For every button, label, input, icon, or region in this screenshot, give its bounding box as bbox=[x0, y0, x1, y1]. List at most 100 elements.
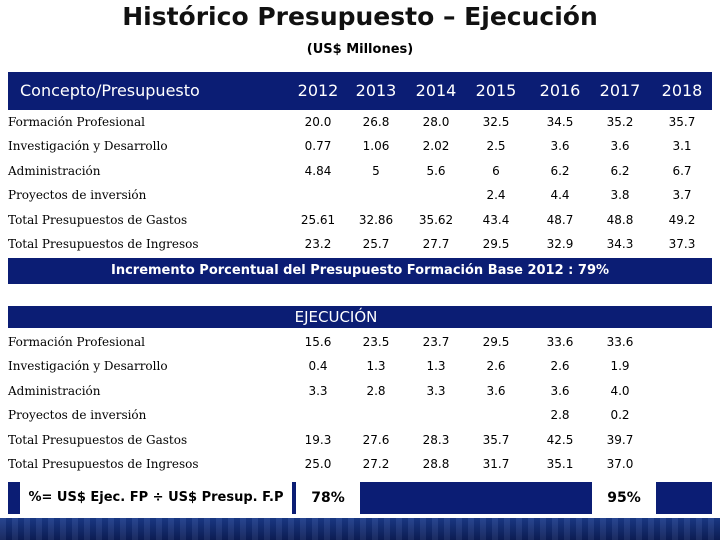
presupuesto-cell: 3.6 bbox=[550, 139, 570, 154]
ejecucion-cell bbox=[408, 404, 464, 426]
presupuesto-cell: 3.7 bbox=[672, 188, 692, 203]
ejecucion-cell: 3.6 bbox=[486, 383, 506, 398]
presupuesto-row-label: Investigación y Desarrollo bbox=[8, 139, 168, 154]
presupuesto-cell: 5.6 bbox=[426, 163, 446, 178]
presupuesto-cell: 27.7 bbox=[422, 237, 450, 251]
presupuesto-cell: 3.1 bbox=[672, 139, 692, 154]
presupuesto-cell: 26.8 bbox=[362, 115, 390, 129]
presupuesto-cell: 23.2 bbox=[304, 237, 332, 251]
page-subtitle: (US$ Millones) bbox=[306, 42, 414, 57]
ejecucion-cell: 37.0 bbox=[606, 457, 634, 471]
presupuesto-row-label: Total Presupuestos de Gastos bbox=[8, 212, 188, 227]
presupuesto-cell: 6.2 bbox=[550, 163, 570, 178]
budget-header-band bbox=[8, 72, 712, 110]
presupuesto-cell: 0.77 bbox=[304, 139, 332, 154]
ejecucion-cell: 0.4 bbox=[308, 359, 328, 374]
presupuesto-cell: 6.7 bbox=[672, 163, 692, 178]
footer-pct-2017: 95% bbox=[592, 482, 656, 514]
presupuesto-cell: 2.4 bbox=[486, 188, 506, 203]
ejecucion-row-label: Proyectos de inversión bbox=[8, 408, 147, 423]
ejecucion-cell: 28.3 bbox=[422, 432, 450, 447]
ejecucion-cell: 33.6 bbox=[546, 335, 574, 349]
budget-empty-block bbox=[296, 186, 464, 206]
presupuesto-cell: 2.5 bbox=[486, 139, 506, 154]
ejecucion-cell bbox=[290, 404, 346, 426]
presupuesto-cell: 1.06 bbox=[362, 139, 390, 154]
presupuesto-cell: 35.2 bbox=[606, 115, 634, 129]
ejecucion-cell: 3.6 bbox=[550, 383, 570, 398]
ejecucion-cell: 2.6 bbox=[550, 359, 570, 374]
ejecucion-cell: 1.3 bbox=[366, 359, 386, 374]
ejecucion-cell: 29.5 bbox=[482, 335, 510, 349]
year-header-3: 2015 bbox=[475, 81, 517, 100]
ejecucion-row-label: Administración bbox=[8, 383, 101, 398]
presupuesto-cell: 37.3 bbox=[668, 237, 696, 251]
ejecucion-cell: 35.1 bbox=[546, 457, 574, 471]
ejecucion-cell: 19.3 bbox=[304, 432, 332, 447]
presupuesto-cell: 35.7 bbox=[668, 115, 696, 129]
ejecucion-cell: 27.6 bbox=[362, 432, 390, 447]
presupuesto-cell: 5 bbox=[372, 163, 380, 178]
footer-formula-label: %= US$ Ejec. FP ÷ US$ Presup. F.P bbox=[20, 482, 292, 514]
presupuesto-cell: 3.6 bbox=[610, 139, 630, 154]
ejecucion-cell: 23.5 bbox=[362, 335, 390, 349]
ejecucion-cell: 3.3 bbox=[308, 383, 328, 398]
execution-table-body bbox=[8, 330, 712, 482]
ejecucion-cell: 1.9 bbox=[610, 359, 630, 374]
presupuesto-cell: 4.84 bbox=[304, 163, 332, 178]
year-header-0: 2012 bbox=[297, 81, 339, 100]
presupuesto-cell: 32.86 bbox=[358, 212, 394, 227]
ejecucion-cell: 2.6 bbox=[486, 359, 506, 374]
presupuesto-row-label: Total Presupuestos de Ingresos bbox=[8, 237, 199, 251]
ejecucion-row-label: Investigación y Desarrollo bbox=[8, 359, 168, 374]
year-header-6: 2018 bbox=[661, 81, 703, 100]
ejecucion-cell: 2.8 bbox=[550, 408, 570, 423]
presupuesto-cell: 32.9 bbox=[546, 237, 574, 251]
ejecucion-cell: 3.3 bbox=[426, 383, 446, 398]
ejecucion-row-label: Total Presupuestos de Gastos bbox=[8, 432, 188, 447]
year-header-2: 2014 bbox=[415, 81, 457, 100]
presupuesto-cell: 20.0 bbox=[304, 115, 332, 129]
ejecucion-cell: 39.7 bbox=[606, 432, 634, 447]
ejecucion-cell: 42.5 bbox=[546, 432, 574, 447]
presupuesto-cell: 3.8 bbox=[610, 188, 630, 203]
increment-note: Incremento Porcentual del Presupuesto Fo… bbox=[8, 258, 712, 284]
presupuesto-cell: 29.5 bbox=[482, 237, 510, 251]
ejecucion-cell: 28.8 bbox=[422, 457, 450, 471]
year-header-5: 2017 bbox=[599, 81, 641, 100]
ejecucion-cell: 31.7 bbox=[482, 457, 510, 471]
execution-header-label: EJECUCIÓN bbox=[288, 306, 384, 328]
ejecucion-cell: 0.2 bbox=[610, 408, 630, 423]
ejecucion-cell bbox=[468, 404, 524, 426]
presupuesto-cell: 25.61 bbox=[300, 212, 336, 227]
ejecucion-cell: 15.6 bbox=[304, 335, 332, 349]
presupuesto-cell: 48.8 bbox=[606, 212, 634, 227]
ejecucion-cell: 1.3 bbox=[426, 359, 446, 374]
presupuesto-cell: 35.62 bbox=[418, 212, 454, 227]
presupuesto-cell: 32.5 bbox=[482, 115, 510, 129]
presupuesto-cell: 28.0 bbox=[422, 115, 450, 129]
year-header-1: 2013 bbox=[355, 81, 397, 100]
presupuesto-cell: 49.2 bbox=[668, 212, 696, 227]
presupuesto-cell: 4.4 bbox=[550, 188, 570, 203]
ejecucion-cell: 35.7 bbox=[482, 432, 510, 447]
presupuesto-cell: 34.5 bbox=[546, 115, 574, 129]
budget-header-label: Concepto/Presupuesto bbox=[20, 81, 200, 100]
presupuesto-row-label: Proyectos de inversión bbox=[8, 188, 147, 203]
ejecucion-cell bbox=[348, 404, 404, 426]
ejecucion-cell: 27.2 bbox=[362, 457, 390, 471]
presupuesto-cell: 25.7 bbox=[362, 237, 390, 251]
bottom-decorative-bar bbox=[0, 518, 720, 540]
presupuesto-cell: 6 bbox=[492, 163, 500, 178]
ejecucion-cell: 33.6 bbox=[606, 335, 634, 349]
presupuesto-row-label: Administración bbox=[8, 163, 101, 178]
presupuesto-cell: 34.3 bbox=[606, 237, 634, 251]
ejecucion-cell: 4.0 bbox=[610, 383, 630, 398]
page-title: Histórico Presupuesto – Ejecución bbox=[122, 2, 598, 31]
presupuesto-row-label: Formación Profesional bbox=[8, 115, 146, 129]
year-header-4: 2016 bbox=[539, 81, 581, 100]
ejecucion-cell: 2.8 bbox=[366, 383, 386, 398]
presupuesto-cell: 2.02 bbox=[422, 139, 450, 154]
presupuesto-cell: 6.2 bbox=[610, 163, 630, 178]
ejecucion-cell: 25.0 bbox=[304, 457, 332, 471]
